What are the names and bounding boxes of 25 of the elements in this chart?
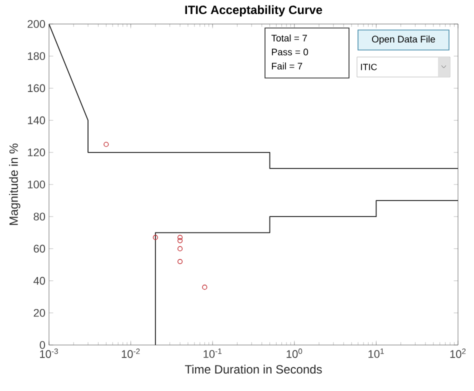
x-tick-label: 10$^{-3}$ [40, 348, 58, 358]
annotation: Open Data File [372, 36, 436, 44]
x-tick-label: 10$^{-1}$ [204, 348, 222, 358]
y-tick-label: 180 [28, 52, 46, 60]
annotation: ITIC [361, 64, 377, 70]
y-tick-label: 80 [34, 212, 46, 220]
y-tick-label: 60 [34, 244, 46, 253]
y-tick-label: 140 [28, 116, 46, 124]
x-axis-title: Time Duration in Seconds [184, 364, 322, 374]
annotation: Fail = 7 [272, 62, 302, 70]
annotation: Total = 7 [271, 34, 307, 42]
y-tick-label: 120 [28, 148, 46, 156]
x-tick-label: 10$^{2}$ [450, 348, 466, 358]
x-tick-label: 10$^{0}$ [286, 348, 302, 358]
y-tick-label: 0 [40, 341, 46, 349]
y-tick-label: 40 [33, 276, 46, 285]
x-tick-label: 10$^{1}$ [368, 348, 384, 358]
y-tick-label: 100 [28, 180, 46, 188]
y-axis-title: Magnitude in % [9, 144, 20, 225]
y-tick-label: 200 [28, 20, 46, 28]
y-tick-label: 20 [34, 309, 46, 317]
x-tick-label: 10$^{-2}$ [122, 348, 140, 358]
y-tick-label: 160 [28, 84, 46, 92]
annotation: Pass = 0 [272, 48, 308, 56]
chart-title: ITIC Acceptability Curve [185, 5, 322, 16]
